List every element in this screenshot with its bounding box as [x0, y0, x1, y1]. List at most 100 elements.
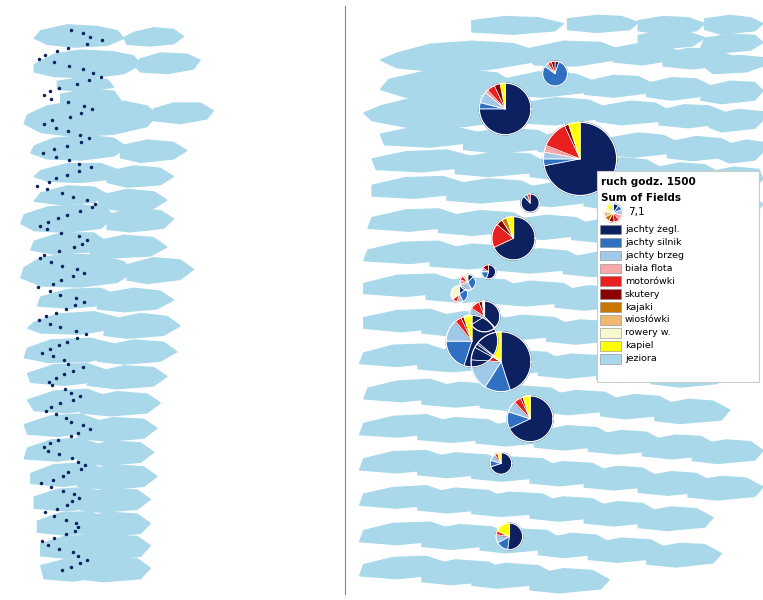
- Polygon shape: [422, 382, 510, 407]
- FancyBboxPatch shape: [600, 238, 621, 247]
- Polygon shape: [427, 278, 522, 302]
- Polygon shape: [622, 257, 697, 281]
- Polygon shape: [447, 179, 539, 203]
- Polygon shape: [497, 249, 584, 273]
- FancyBboxPatch shape: [600, 354, 621, 364]
- Polygon shape: [359, 344, 451, 367]
- Polygon shape: [501, 332, 531, 390]
- Polygon shape: [488, 281, 580, 306]
- Polygon shape: [700, 34, 763, 53]
- Polygon shape: [646, 163, 722, 187]
- Polygon shape: [464, 316, 472, 341]
- Polygon shape: [77, 441, 153, 465]
- Polygon shape: [24, 100, 157, 137]
- FancyBboxPatch shape: [600, 315, 621, 325]
- Polygon shape: [418, 347, 510, 372]
- Text: Sum of Fields: Sum of Fields: [600, 193, 681, 203]
- Polygon shape: [692, 440, 763, 463]
- Polygon shape: [34, 50, 140, 78]
- Polygon shape: [613, 289, 688, 314]
- Polygon shape: [551, 61, 555, 74]
- Text: biała flota: biała flota: [625, 264, 672, 273]
- Polygon shape: [24, 338, 118, 362]
- Text: 7,1: 7,1: [628, 207, 645, 217]
- Text: skutery: skutery: [625, 290, 661, 299]
- Polygon shape: [523, 396, 530, 419]
- Polygon shape: [107, 208, 174, 232]
- Polygon shape: [359, 556, 451, 579]
- Polygon shape: [539, 354, 617, 378]
- Polygon shape: [539, 131, 617, 155]
- Polygon shape: [480, 386, 568, 410]
- Polygon shape: [613, 213, 620, 222]
- Polygon shape: [638, 507, 713, 530]
- Polygon shape: [700, 81, 763, 104]
- Polygon shape: [460, 283, 472, 290]
- Polygon shape: [482, 301, 485, 316]
- Polygon shape: [676, 261, 751, 285]
- Polygon shape: [463, 275, 468, 283]
- Polygon shape: [121, 140, 187, 163]
- Polygon shape: [464, 128, 555, 153]
- Polygon shape: [565, 124, 580, 159]
- Polygon shape: [638, 31, 705, 49]
- Polygon shape: [510, 396, 553, 442]
- Polygon shape: [422, 560, 505, 584]
- Polygon shape: [475, 344, 501, 362]
- Polygon shape: [418, 453, 505, 478]
- Polygon shape: [497, 536, 510, 550]
- Polygon shape: [513, 98, 609, 125]
- Polygon shape: [507, 412, 530, 428]
- Polygon shape: [507, 523, 523, 550]
- Polygon shape: [81, 392, 160, 416]
- Polygon shape: [456, 152, 547, 176]
- Polygon shape: [496, 531, 510, 536]
- Polygon shape: [481, 268, 488, 272]
- Polygon shape: [497, 452, 501, 463]
- Polygon shape: [359, 415, 451, 437]
- Polygon shape: [545, 64, 555, 74]
- Polygon shape: [77, 418, 157, 441]
- Polygon shape: [472, 17, 563, 34]
- Polygon shape: [452, 294, 459, 302]
- Polygon shape: [472, 457, 559, 481]
- FancyBboxPatch shape: [600, 225, 621, 234]
- Polygon shape: [87, 366, 167, 389]
- Text: motorówki: motorówki: [625, 277, 674, 286]
- Polygon shape: [613, 44, 680, 65]
- Polygon shape: [24, 414, 101, 436]
- Polygon shape: [97, 340, 177, 364]
- Polygon shape: [457, 294, 463, 302]
- Polygon shape: [663, 49, 734, 69]
- Polygon shape: [494, 217, 535, 260]
- Polygon shape: [480, 529, 563, 553]
- Polygon shape: [31, 233, 107, 254]
- Text: jeziora: jeziora: [625, 354, 657, 363]
- Polygon shape: [418, 418, 505, 442]
- Polygon shape: [494, 453, 501, 463]
- Polygon shape: [530, 462, 609, 486]
- Polygon shape: [77, 464, 157, 490]
- Polygon shape: [471, 360, 501, 387]
- Polygon shape: [697, 194, 763, 218]
- Polygon shape: [526, 41, 622, 66]
- Polygon shape: [638, 190, 713, 214]
- Polygon shape: [364, 95, 526, 128]
- Polygon shape: [461, 317, 472, 341]
- Polygon shape: [597, 359, 671, 382]
- FancyBboxPatch shape: [600, 263, 621, 273]
- Polygon shape: [588, 158, 663, 182]
- Polygon shape: [542, 391, 622, 415]
- Polygon shape: [522, 182, 600, 206]
- Polygon shape: [77, 488, 150, 512]
- Polygon shape: [439, 211, 530, 235]
- Polygon shape: [57, 78, 114, 91]
- Polygon shape: [502, 218, 513, 238]
- Polygon shape: [37, 288, 118, 308]
- Polygon shape: [364, 241, 464, 263]
- Polygon shape: [471, 347, 501, 362]
- Polygon shape: [613, 205, 622, 213]
- FancyBboxPatch shape: [600, 251, 621, 260]
- Polygon shape: [605, 323, 680, 347]
- Polygon shape: [543, 152, 580, 159]
